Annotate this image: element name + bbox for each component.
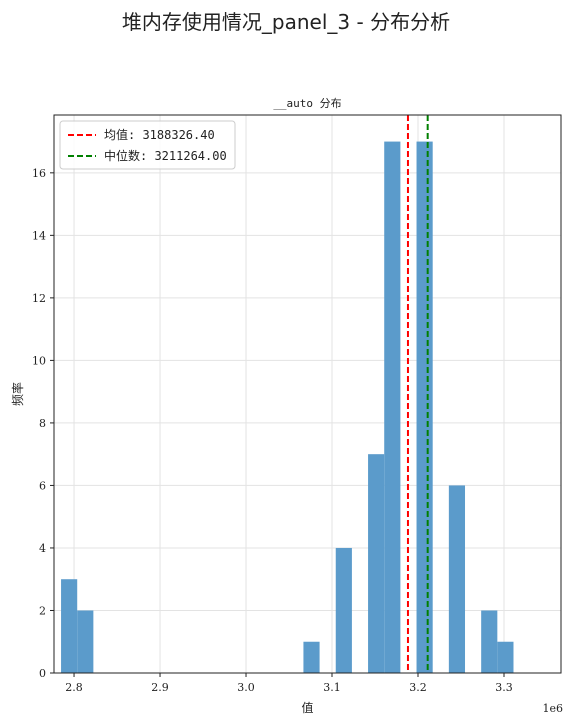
- x-tick-label: 2.9: [151, 681, 169, 694]
- y-tick-label: 0: [39, 667, 46, 680]
- histogram-bar: [448, 485, 466, 673]
- legend-box: [59, 120, 236, 170]
- x-tick-label: 2.8: [65, 681, 83, 694]
- y-tick-label: 12: [32, 292, 46, 305]
- y-axis-ticks: 0 2 4 6 8 10 12 14 16: [32, 167, 54, 680]
- x-axis-label: 值: [301, 700, 313, 715]
- plot-frame: [53, 114, 562, 674]
- histogram-bar: [61, 579, 78, 673]
- histogram-bar: [368, 454, 385, 673]
- legend: 均值: 3188326.40 中位数: 3211264.00: [59, 120, 236, 170]
- grid-lines: [54, 115, 561, 674]
- histogram-bar: [384, 141, 401, 674]
- histogram-bar: [416, 141, 433, 674]
- x-axis-offset-label: 1e6: [542, 702, 563, 715]
- histogram-bar: [77, 610, 94, 673]
- y-tick-label: 14: [32, 229, 46, 242]
- y-tick-label: 16: [32, 167, 46, 180]
- legend-mean-label: 均值: 3188326.40: [104, 127, 215, 142]
- histogram-bar: [303, 641, 320, 673]
- y-tick-label: 2: [39, 604, 46, 617]
- y-tick-label: 8: [39, 417, 46, 430]
- histogram-bar: [335, 547, 352, 673]
- chart-title: __auto 分布: [273, 97, 341, 110]
- legend-median-label: 中位数: 3211264.00: [104, 148, 227, 163]
- histogram-bar: [497, 641, 514, 673]
- y-tick-label: 6: [39, 479, 46, 492]
- y-axis-label: 频率: [10, 382, 25, 406]
- x-axis-ticks: 2.8 2.9 3.0 3.1 3.2 3.3: [65, 673, 513, 694]
- histogram-bars: [61, 141, 514, 674]
- figure-suptitle: 堆内存使用情况_panel_3 - 分布分析: [121, 10, 451, 34]
- histogram-bar: [481, 610, 498, 673]
- reference-lines: [406, 115, 429, 673]
- y-tick-label: 4: [39, 542, 46, 555]
- y-tick-label: 10: [32, 354, 46, 367]
- x-tick-label: 3.1: [323, 681, 341, 694]
- x-tick-label: 3.0: [237, 681, 255, 694]
- x-tick-label: 3.3: [495, 681, 513, 694]
- x-tick-label: 3.2: [409, 681, 427, 694]
